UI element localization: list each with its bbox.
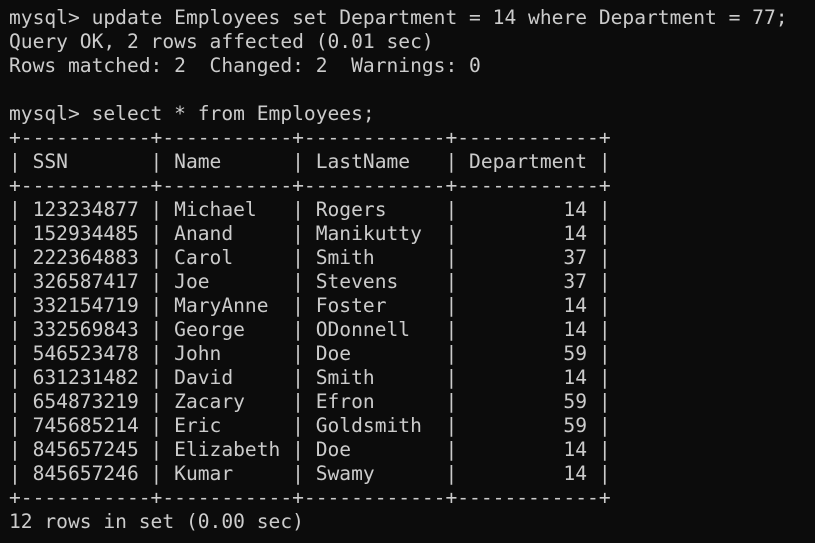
table-row: | 654873219 | Zacary | Efron | 59 | [9, 390, 611, 413]
table-border-top: +-----------+-----------+------------+--… [9, 126, 611, 149]
table-row: | 123234877 | Michael | Rogers | 14 | [9, 198, 611, 221]
table-border-bottom: +-----------+-----------+------------+--… [9, 486, 611, 509]
table-row: | 326587417 | Joe | Stevens | 37 | [9, 270, 611, 293]
table-row: | 845657245 | Elizabeth | Doe | 14 | [9, 438, 611, 461]
table-row: | 631231482 | David | Smith | 14 | [9, 366, 611, 389]
select-command-line: mysql> select * from Employees; [9, 102, 375, 125]
table-row: | 745685214 | Eric | Goldsmith | 59 | [9, 414, 611, 437]
table-row: | 332569843 | George | ODonnell | 14 | [9, 318, 611, 341]
table-header-row: | SSN | Name | LastName | Department | [9, 150, 611, 173]
table-row: | 222364883 | Carol | Smith | 37 | [9, 246, 611, 269]
table-row: | 845657246 | Kumar | Swamy | 14 | [9, 462, 611, 485]
update-command-line: mysql> update Employees set Department =… [9, 6, 788, 29]
table-border-header: +-----------+-----------+------------+--… [9, 174, 611, 197]
rows-matched-message: Rows matched: 2 Changed: 2 Warnings: 0 [9, 54, 481, 77]
table-row: | 546523478 | John | Doe | 59 | [9, 342, 611, 365]
table-row: | 332154719 | MaryAnne | Foster | 14 | [9, 294, 611, 317]
rows-in-set-message: 12 rows in set (0.00 sec) [9, 510, 304, 533]
table-row: | 152934485 | Anand | Manikutty | 14 | [9, 222, 611, 245]
blank-line [9, 78, 815, 102]
query-ok-message: Query OK, 2 rows affected (0.01 sec) [9, 30, 434, 53]
